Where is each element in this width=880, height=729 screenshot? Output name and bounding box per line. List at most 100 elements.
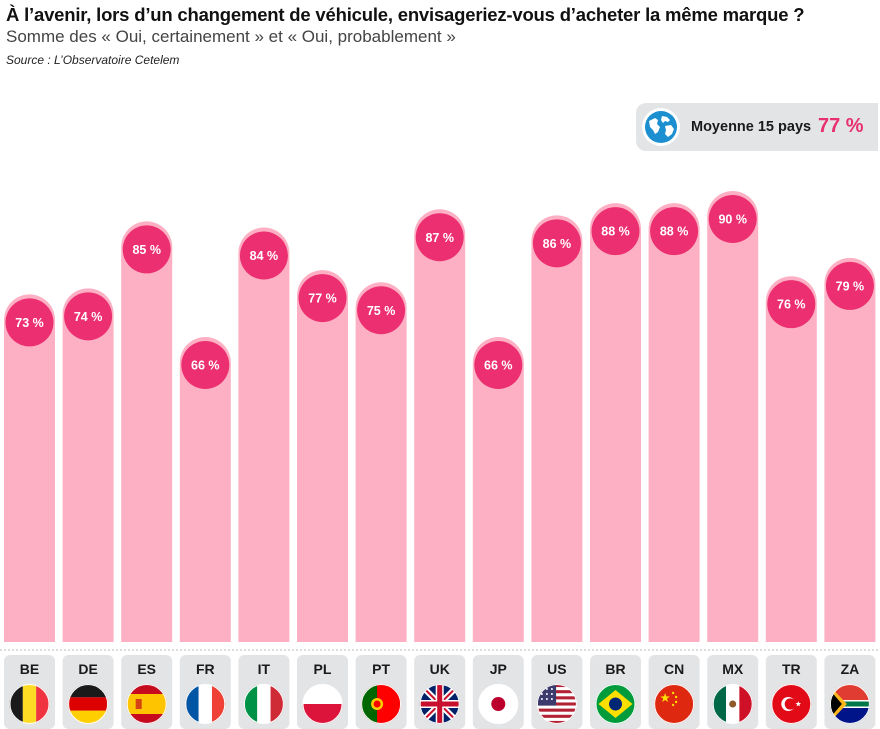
data-label: 84 % — [250, 249, 279, 263]
tick-label: US — [547, 661, 566, 677]
flag-es-icon — [126, 684, 167, 724]
legend-item-za: ZA — [824, 655, 876, 729]
flag-de-icon — [68, 684, 109, 724]
flag-fr-icon — [185, 684, 226, 724]
legend-item-de: DE — [62, 655, 114, 729]
bar-group-us: 86 % — [531, 215, 583, 642]
bars-layer: 73 % 74 % 85 % 66 % 84 % 77 % 75 % 87 % 66 % 86 %… — [4, 191, 876, 643]
data-label-circle — [181, 341, 230, 389]
data-label-circle — [532, 219, 581, 268]
legend-item-uk: UK — [414, 655, 466, 729]
tick-label: MX — [722, 661, 744, 677]
tick-label: BR — [605, 661, 625, 677]
bar-group-br: 88 % — [590, 203, 641, 642]
data-label-circle — [650, 207, 699, 256]
data-label: 88 % — [601, 225, 630, 239]
bar-group-pl: 77 % — [297, 270, 348, 642]
tick-label: UK — [430, 661, 450, 677]
flag-jp-icon — [478, 684, 519, 724]
country-legend: BE DE ES FR IT PL PT UK JP US BR CN MX TR ZA — [0, 648, 880, 729]
flag-us-icon — [536, 684, 577, 724]
average-label: Moyenne 15 pays — [691, 119, 812, 135]
tick-label: PT — [372, 661, 390, 677]
legend-item-mx: MX — [707, 655, 759, 729]
data-label-circle — [122, 225, 171, 274]
bar — [238, 227, 290, 642]
chart-subtitle: Somme des « Oui, certainement » et « Oui… — [6, 27, 456, 46]
data-label: 66 % — [484, 359, 513, 373]
data-label: 73 % — [15, 316, 44, 330]
legend-item-br: BR — [590, 655, 641, 729]
bar-group-cn: 88 % — [648, 203, 700, 642]
bar-group-mx: 90 % — [707, 191, 759, 642]
bar — [355, 282, 407, 642]
bar — [4, 294, 55, 642]
legend-item-es: ES — [121, 655, 173, 729]
data-label-circle — [825, 261, 874, 310]
bar — [414, 209, 466, 643]
bar-group-be: 73 % — [4, 294, 55, 642]
data-label-circle — [474, 341, 523, 389]
bar — [648, 203, 700, 642]
bar — [62, 288, 114, 642]
legend-item-pt: PT — [355, 655, 407, 729]
bar — [707, 191, 759, 642]
legend-item-cn: CN — [648, 655, 700, 729]
data-label: 90 % — [718, 213, 747, 227]
flag-mx-icon — [712, 684, 753, 724]
legend-item-pl: PL — [297, 655, 348, 729]
bar-group-de: 74 % — [62, 288, 114, 642]
bar — [179, 337, 231, 642]
data-label: 87 % — [425, 231, 454, 245]
legend-item-fr: FR — [179, 655, 231, 729]
data-label-circle — [591, 207, 640, 256]
data-label-circle — [64, 292, 113, 341]
flag-br-icon — [595, 684, 636, 724]
data-label: 76 % — [777, 298, 806, 312]
flag-cn-icon — [654, 684, 695, 724]
bar — [531, 215, 583, 642]
legend-item-jp: JP — [472, 655, 524, 729]
data-label-circle — [239, 231, 288, 280]
bar-group-fr: 66 % — [179, 337, 231, 642]
data-label: 66 % — [191, 359, 220, 373]
tick-label: ES — [137, 661, 156, 677]
legend-item-be: BE — [4, 655, 55, 729]
data-label-circle — [708, 195, 757, 243]
bar-group-uk: 87 % — [414, 209, 466, 643]
tick-label: TR — [782, 661, 801, 677]
tick-label: FR — [196, 661, 215, 677]
tick-label: CN — [664, 661, 684, 677]
flag-pl-icon — [302, 684, 343, 724]
bar-group-es: 85 % — [121, 221, 173, 642]
average-badge: Moyenne 15 pays 77 % — [636, 103, 878, 151]
bar — [765, 276, 817, 642]
data-label: 88 % — [660, 225, 689, 239]
tick-label: ZA — [841, 661, 860, 677]
data-label-circle — [5, 298, 54, 347]
tick-label: IT — [258, 661, 271, 677]
tick-label: PL — [314, 661, 332, 677]
data-label: 79 % — [836, 279, 865, 293]
bar — [824, 257, 876, 642]
bar — [297, 270, 348, 642]
flag-tr-icon — [771, 684, 812, 724]
data-label: 74 % — [74, 310, 103, 324]
bar-group-pt: 75 % — [355, 282, 407, 642]
flag-za-icon — [829, 684, 870, 724]
tick-label: DE — [78, 661, 97, 677]
bar — [590, 203, 641, 642]
data-label: 77 % — [308, 292, 337, 306]
data-label-circle — [298, 274, 347, 323]
data-label: 75 % — [367, 304, 396, 318]
data-label-circle — [767, 280, 816, 329]
data-label: 85 % — [132, 243, 161, 257]
bar-group-it: 84 % — [238, 227, 290, 642]
data-label-circle — [415, 213, 464, 262]
legend-item-tr: TR — [765, 655, 817, 729]
chart-source: Source : L’Observatoire Cetelem — [6, 53, 180, 67]
globe-icon — [642, 108, 680, 146]
chart-title: À l’avenir, lors d’un changement de véhi… — [6, 4, 805, 25]
bar — [472, 337, 524, 642]
